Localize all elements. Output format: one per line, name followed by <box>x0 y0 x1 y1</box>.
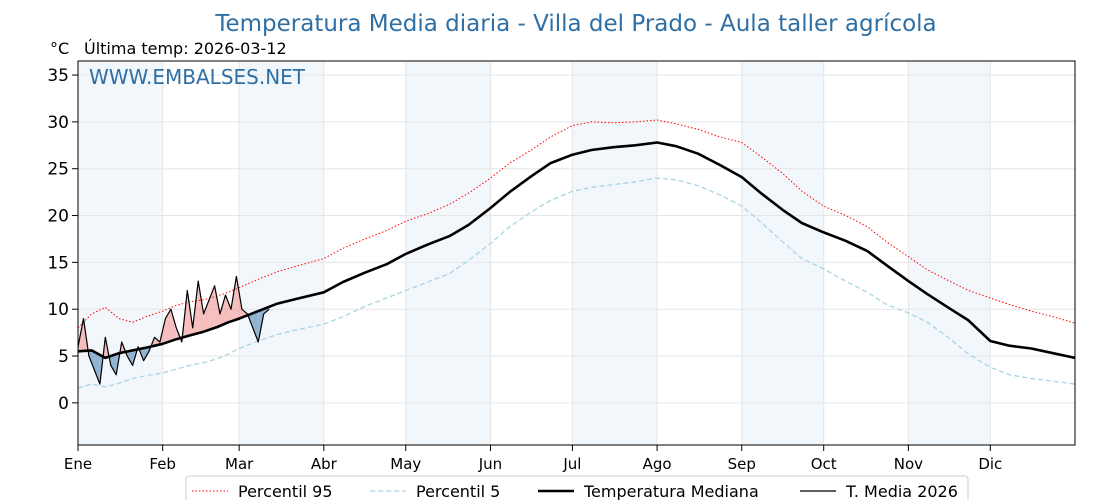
y-tick-label-20: 20 <box>47 207 69 227</box>
plot-area: WWW.EMBALSES.NET <box>77 60 1076 446</box>
month-bands <box>78 61 991 445</box>
series-line-temperatura-mediana <box>77 141 1076 360</box>
legend-label-percentil-5: Percentil 5 <box>416 482 500 500</box>
y-tick-label-10: 10 <box>47 300 69 320</box>
x-tick-label-nov: Nov <box>894 455 923 473</box>
x-tick-label-feb: Feb <box>149 455 176 473</box>
cold-anomaly-fill-6 <box>110 354 117 375</box>
warm-anomaly-fill-22 <box>198 281 204 334</box>
x-tick-label-jul: Jul <box>562 455 581 473</box>
x-tick-label-may: May <box>390 455 421 473</box>
plot-frame <box>77 60 1076 446</box>
cold-anomaly-fill-32 <box>252 311 259 342</box>
month-band-jul <box>572 61 658 445</box>
warm-anomaly-fill-17 <box>170 309 177 341</box>
y-tick-label-30: 30 <box>47 113 69 133</box>
chart-title: Temperatura Media diaria - Villa del Pra… <box>214 11 936 37</box>
x-tick-label-sep: Sep <box>728 455 756 473</box>
y-tick-label-15: 15 <box>47 253 69 273</box>
month-band-sep <box>741 61 824 445</box>
series-lines <box>77 119 1076 389</box>
series-line-t-media-2026 <box>77 275 270 385</box>
month-band-may <box>405 61 491 445</box>
x-tick-label-ene: Ene <box>64 455 92 473</box>
warm-anomaly-fill-23 <box>203 299 210 332</box>
x-axis: Ene Feb Mar Abr May Jun Jul Ago Sep Oct Nov Dic <box>64 445 1002 473</box>
series-line-percentil-5 <box>77 177 1076 389</box>
x-tick-label-jun: Jun <box>478 455 502 473</box>
watermark: WWW.EMBALSES.NET <box>89 65 306 89</box>
month-band-ene <box>78 61 163 445</box>
x-tick-label-ago: Ago <box>643 455 672 473</box>
series-line-percentil-95 <box>77 119 1076 329</box>
y-axis: 0 5 10 15 20 25 30 35 <box>47 66 78 414</box>
cold-anomaly-fill-9 <box>127 350 133 366</box>
last-temp-label: Última temp: 2026-03-12 <box>84 39 287 58</box>
legend-label-percentil-95: Percentil 95 <box>238 482 333 500</box>
y-tick-label-35: 35 <box>47 66 69 86</box>
y-tick-label-5: 5 <box>58 347 69 367</box>
legend-label-t-media-2026: T. Media 2026 <box>845 482 958 500</box>
cold-anomaly-fill-3 <box>94 351 100 385</box>
x-tick-label-dic: Dic <box>978 455 1002 473</box>
warm-anomaly-fill-26 <box>220 295 226 326</box>
legend-label-temperatura-mediana: Temperatura Mediana <box>583 482 759 500</box>
x-tick-label-abr: Abr <box>311 455 338 473</box>
x-tick-label-oct: Oct <box>811 455 837 473</box>
y-tick-label-0: 0 <box>58 394 69 414</box>
unit-label: °C <box>50 39 69 58</box>
month-band-mar <box>239 61 324 445</box>
month-band-nov <box>908 61 991 445</box>
legend-box <box>185 475 969 500</box>
legend: Percentil 95 Percentil 5 Temperatura Media… <box>185 475 969 500</box>
warm-anomaly-fill-16 <box>165 309 171 343</box>
x-tick-label-mar: Mar <box>225 455 254 473</box>
warm-anomaly-fill-27 <box>225 295 231 324</box>
y-tick-label-25: 25 <box>47 160 69 180</box>
